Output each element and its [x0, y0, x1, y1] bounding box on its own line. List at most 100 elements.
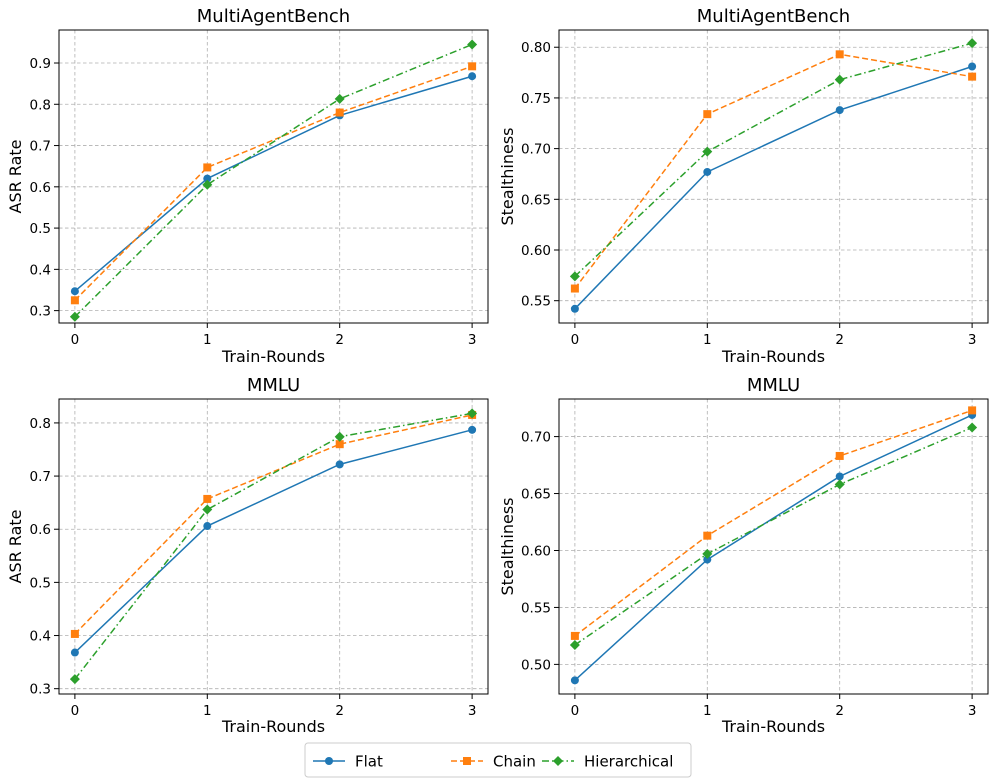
data-point-chain [703, 110, 712, 119]
data-point-hierarchical [569, 640, 580, 651]
y-tick-label: 0.60 [521, 243, 551, 259]
data-point-chain [968, 72, 977, 81]
x-tick-label: 3 [468, 703, 477, 719]
data-point-chain [835, 451, 844, 460]
data-point-hierarchical [202, 179, 213, 190]
x-axis-label: Train-Rounds [221, 717, 325, 736]
data-point-hierarchical [702, 146, 713, 157]
y-tick-label: 0.50 [521, 657, 551, 673]
x-tick-label: 0 [71, 703, 80, 719]
legend: Flat Chain Hierarchical [304, 742, 692, 778]
data-point-chain [835, 50, 844, 59]
data-point-flat [70, 287, 79, 296]
x-tick-label: 2 [335, 703, 344, 719]
series-line-hierarchical [74, 43, 473, 318]
data-point-chain [703, 531, 712, 540]
x-tick-label: 3 [468, 332, 477, 348]
data-point-hierarchical [69, 674, 80, 685]
y-tick-label: 0.60 [521, 543, 551, 559]
x-tick-label: 1 [703, 703, 712, 719]
data-point-flat [835, 106, 844, 115]
y-tick-label: 0.70 [521, 430, 551, 446]
y-tick-label: 0.6 [30, 522, 51, 538]
data-point-hierarchical [967, 38, 978, 49]
chart-title: MMLU [747, 375, 800, 396]
data-point-flat [468, 72, 477, 81]
y-tick-label: 0.70 [521, 142, 551, 158]
x-axis-label: Train-Rounds [721, 347, 825, 366]
data-point-chain [335, 440, 344, 449]
series-line-hierarchical [74, 412, 473, 680]
chart-title: MultiAgentBench [197, 6, 350, 27]
series-line-flat [74, 429, 473, 654]
x-tick-label: 2 [835, 703, 844, 719]
legend-marker-hierarchical [553, 756, 563, 766]
chart-panel-1: 0.3 0.4 0.5 0.6 0.7 0.8 0.9 0 1 2 3 MultiAgentBench… [6, 6, 489, 366]
data-point-hierarchical [467, 408, 478, 419]
data-point-flat [703, 555, 712, 564]
y-tick-label: 0.8 [30, 97, 51, 113]
data-point-flat [570, 676, 579, 685]
plot-frame [58, 398, 489, 695]
data-point-chain [570, 284, 579, 293]
data-point-flat [835, 472, 844, 481]
data-point-flat [703, 167, 712, 176]
series-line-hierarchical [574, 426, 973, 646]
series-line-chain [74, 65, 473, 301]
y-tick-label: 0.75 [521, 91, 551, 107]
data-point-hierarchical [702, 548, 713, 559]
data-point-hierarchical [834, 74, 845, 85]
x-tick-label: 3 [968, 703, 977, 719]
y-tick-label: 0.5 [30, 221, 51, 237]
series-line-flat [74, 75, 473, 292]
plot-frame [558, 398, 989, 695]
y-tick-label: 0.7 [30, 139, 51, 155]
y-tick-label: 0.3 [30, 682, 51, 698]
chart-panel-4: 0.50 0.55 0.60 0.65 0.70 0 1 2 3 MMLU Train-Rounds… [498, 375, 989, 736]
legend-box [304, 742, 692, 778]
x-axis-label: Train-Rounds [721, 717, 825, 736]
data-point-hierarchical [334, 93, 345, 104]
data-point-hierarchical [834, 479, 845, 490]
x-tick-label: 0 [71, 332, 80, 348]
y-axis-label: Stealthiness [498, 497, 517, 595]
data-point-flat [70, 648, 79, 657]
data-point-chain [570, 631, 579, 640]
data-point-chain [203, 494, 212, 503]
x-tick-label: 1 [203, 332, 212, 348]
data-point-flat [203, 174, 212, 183]
series-line-chain [74, 414, 473, 635]
data-point-chain [335, 108, 344, 117]
data-point-hierarchical [202, 504, 213, 515]
x-tick-label: 2 [335, 332, 344, 348]
y-tick-label: 0.65 [521, 192, 551, 208]
x-tick-label: 3 [968, 332, 977, 348]
legend-marker-flat [325, 757, 333, 765]
plot-frame [58, 29, 489, 324]
y-tick-label: 0.80 [521, 40, 551, 56]
legend-label-chain: Chain [493, 753, 536, 771]
data-point-flat [335, 460, 344, 469]
chart-panel-2: 0.55 0.60 0.65 0.70 0.75 0.80 0 1 2 3 MultiAgentBe… [498, 6, 989, 366]
y-tick-label: 0.7 [30, 469, 51, 485]
y-tick-label: 0.8 [30, 416, 51, 432]
data-point-hierarchical [467, 39, 478, 50]
data-point-hierarchical [569, 271, 580, 282]
series-line-chain [574, 53, 973, 289]
legend-label-flat: Flat [355, 753, 383, 771]
y-tick-label: 0.55 [521, 600, 551, 616]
data-point-flat [203, 522, 212, 531]
y-axis-label: ASR Rate [6, 510, 25, 584]
x-tick-label: 0 [571, 332, 580, 348]
x-axis-label: Train-Rounds [221, 347, 325, 366]
chart-panel-3: 0.3 0.4 0.5 0.6 0.7 0.8 0 1 2 3 MMLU Train-Rounds AS… [6, 375, 489, 736]
y-tick-label: 0.65 [521, 487, 551, 503]
x-tick-label: 2 [835, 332, 844, 348]
series-line-flat [574, 65, 973, 310]
data-point-chain [203, 163, 212, 172]
y-tick-label: 0.4 [30, 629, 51, 645]
chart-title: MultiAgentBench [697, 6, 850, 27]
y-tick-label: 0.3 [30, 304, 51, 320]
series-line-hierarchical [574, 42, 973, 277]
